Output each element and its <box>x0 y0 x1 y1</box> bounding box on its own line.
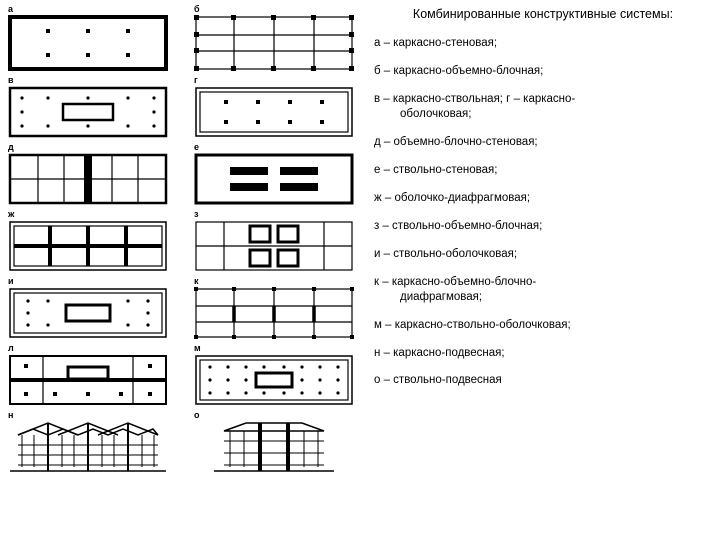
legend-2: в – каркасно-ствольная; г – каркасно-обо… <box>374 92 712 122</box>
diagram-n <box>8 421 168 473</box>
legend-9: м – каркасно-ствольно-оболочковая; <box>374 318 712 333</box>
label-d: д <box>8 142 176 152</box>
legend-0: а – каркасно-стеновая; <box>374 36 712 51</box>
diagram-g <box>194 86 354 138</box>
label-z: з <box>194 209 362 219</box>
diagram-d <box>8 153 168 205</box>
legend-5: ж – оболочко-диафрагмовая; <box>374 191 712 206</box>
diagram-l <box>8 354 168 406</box>
label-n: н <box>8 410 176 420</box>
label-b: б <box>194 4 362 14</box>
legend-4: е – ствольно-стеновая; <box>374 163 712 178</box>
diagram-b <box>194 15 354 71</box>
legend-3: д – объемно-блочно-стеновая; <box>374 135 712 150</box>
label-v: в <box>8 75 176 85</box>
legend-7: и – ствольно-оболочковая; <box>374 247 712 262</box>
diagram-e <box>194 153 354 205</box>
label-e: е <box>194 142 362 152</box>
diagram-zh <box>8 220 168 272</box>
label-m: м <box>194 343 362 353</box>
diagrams-column: а б <box>0 0 370 481</box>
diagram-v <box>8 86 168 138</box>
label-i: и <box>8 276 176 286</box>
label-g: г <box>194 75 362 85</box>
legend-8: к – каркасно-объемно-блочно-диафрагмовая… <box>374 275 712 305</box>
legend-6: з – ствольно-объемно-блочная; <box>374 219 712 234</box>
text-column: Комбинированные конструктивные системы: … <box>370 0 720 481</box>
label-a: а <box>8 4 176 14</box>
legend-11: о – ствольно-подвесная <box>374 373 712 388</box>
label-zh: ж <box>8 209 176 219</box>
label-k: к <box>194 276 362 286</box>
label-l: л <box>8 343 176 353</box>
legend-10: н – каркасно-подвесная; <box>374 346 712 361</box>
title: Комбинированные конструктивные системы: <box>374 6 712 22</box>
diagram-o <box>194 421 354 473</box>
diagram-z <box>194 220 354 272</box>
diagram-i <box>8 287 168 339</box>
diagram-m <box>194 354 354 406</box>
label-o: о <box>194 410 362 420</box>
legend-1: б – каркасно-объемно-блочная; <box>374 64 712 79</box>
diagram-k <box>194 287 354 339</box>
diagram-a <box>8 15 168 71</box>
